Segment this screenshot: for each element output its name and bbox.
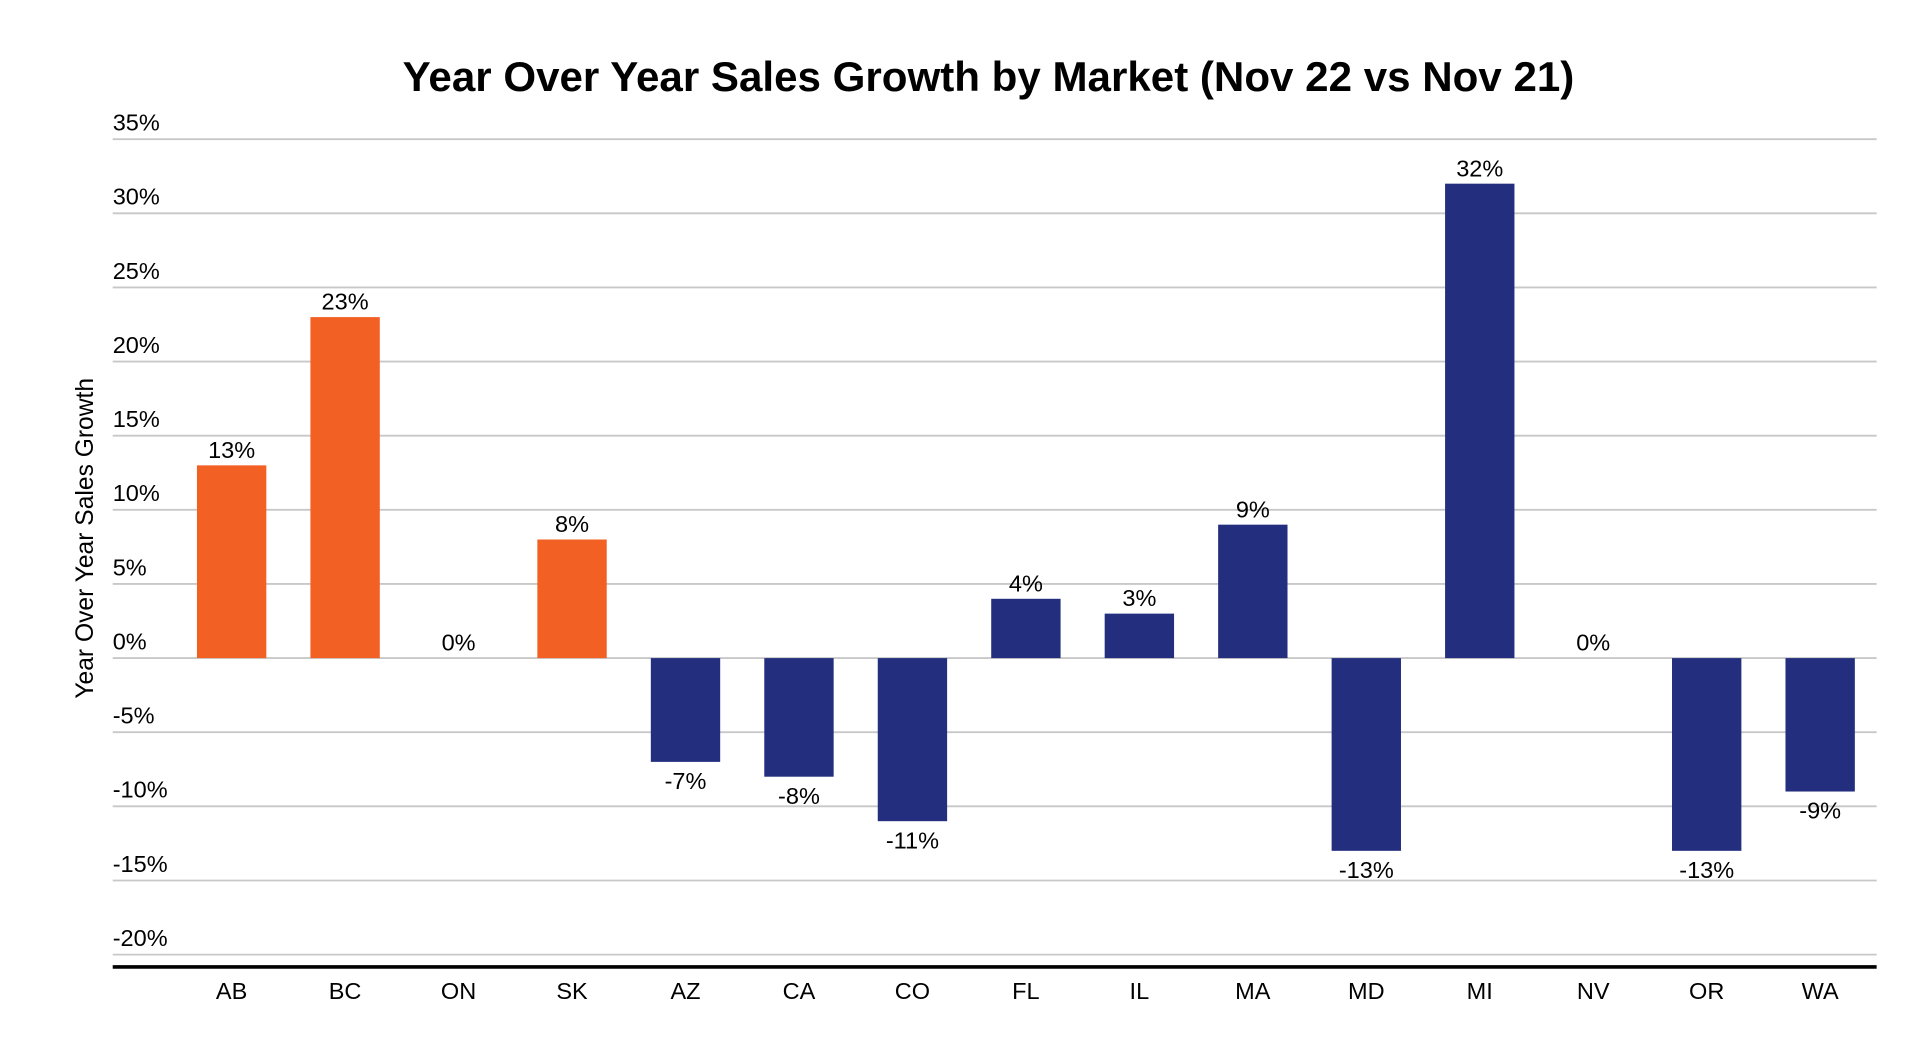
- y-tick-label: 15%: [113, 406, 160, 432]
- y-axis-title: Year Over Year Sales Growth: [72, 378, 99, 699]
- x-tick-label: MD: [1348, 978, 1385, 1004]
- bar-ab: [196, 465, 267, 659]
- data-label: -9%: [1799, 798, 1841, 824]
- y-tick-label: 25%: [113, 258, 160, 284]
- x-tick-label: MA: [1235, 978, 1271, 1004]
- bar-co: [877, 658, 948, 822]
- bar-ma: [1218, 524, 1288, 659]
- y-tick-label: -15%: [113, 851, 168, 877]
- x-tick-label: CO: [895, 978, 930, 1004]
- y-tick-label: 5%: [113, 554, 147, 580]
- x-tick-label: ON: [441, 978, 476, 1004]
- y-tick-label: -20%: [113, 925, 168, 951]
- y-tick-label: -10%: [113, 777, 168, 803]
- x-tick-label: AB: [216, 978, 247, 1004]
- x-tick-label: IL: [1130, 978, 1150, 1004]
- bar-or: [1672, 658, 1742, 851]
- chart-title: Year Over Year Sales Growth by Market (N…: [403, 53, 1575, 100]
- data-label: 0%: [1576, 630, 1610, 656]
- y-tick-label: 0%: [113, 629, 147, 655]
- x-tick-label: WA: [1802, 978, 1839, 1004]
- data-label: 4%: [1009, 570, 1043, 596]
- bar-md: [1331, 658, 1401, 851]
- x-tick-label: BC: [329, 978, 362, 1004]
- bar-mi: [1445, 183, 1515, 659]
- data-label: 8%: [555, 511, 589, 537]
- y-tick-label: 30%: [113, 184, 160, 210]
- x-tick-label: FL: [1012, 978, 1039, 1004]
- x-tick-label: CA: [783, 978, 816, 1004]
- x-tick-label: NV: [1577, 978, 1610, 1004]
- data-label: -7%: [665, 768, 707, 794]
- x-tick-label: OR: [1689, 978, 1724, 1004]
- data-label: -11%: [886, 827, 939, 853]
- bar-il: [1104, 613, 1175, 659]
- y-tick-label: 35%: [113, 110, 160, 136]
- bar-wa: [1785, 658, 1855, 792]
- data-label: 0%: [442, 630, 476, 656]
- data-label: 9%: [1236, 496, 1270, 522]
- data-label: 23%: [322, 289, 369, 315]
- y-tick-label: 20%: [113, 332, 160, 358]
- data-label: 13%: [208, 437, 255, 463]
- y-tick-label: -5%: [113, 703, 155, 729]
- bar-az: [650, 658, 721, 762]
- data-label: -8%: [778, 783, 820, 809]
- data-label: 3%: [1122, 585, 1156, 611]
- x-tick-label: AZ: [670, 978, 700, 1004]
- x-tick-label: MI: [1467, 978, 1493, 1004]
- bar-fl: [991, 598, 1061, 659]
- bar-bc: [310, 317, 380, 659]
- bar-sk: [537, 539, 607, 659]
- bar-ca: [764, 658, 834, 777]
- data-label: 32%: [1456, 155, 1503, 181]
- data-label: -13%: [1339, 857, 1394, 883]
- x-tick-label: SK: [556, 978, 588, 1004]
- y-tick-label: 10%: [113, 480, 160, 506]
- data-label: -13%: [1679, 857, 1734, 883]
